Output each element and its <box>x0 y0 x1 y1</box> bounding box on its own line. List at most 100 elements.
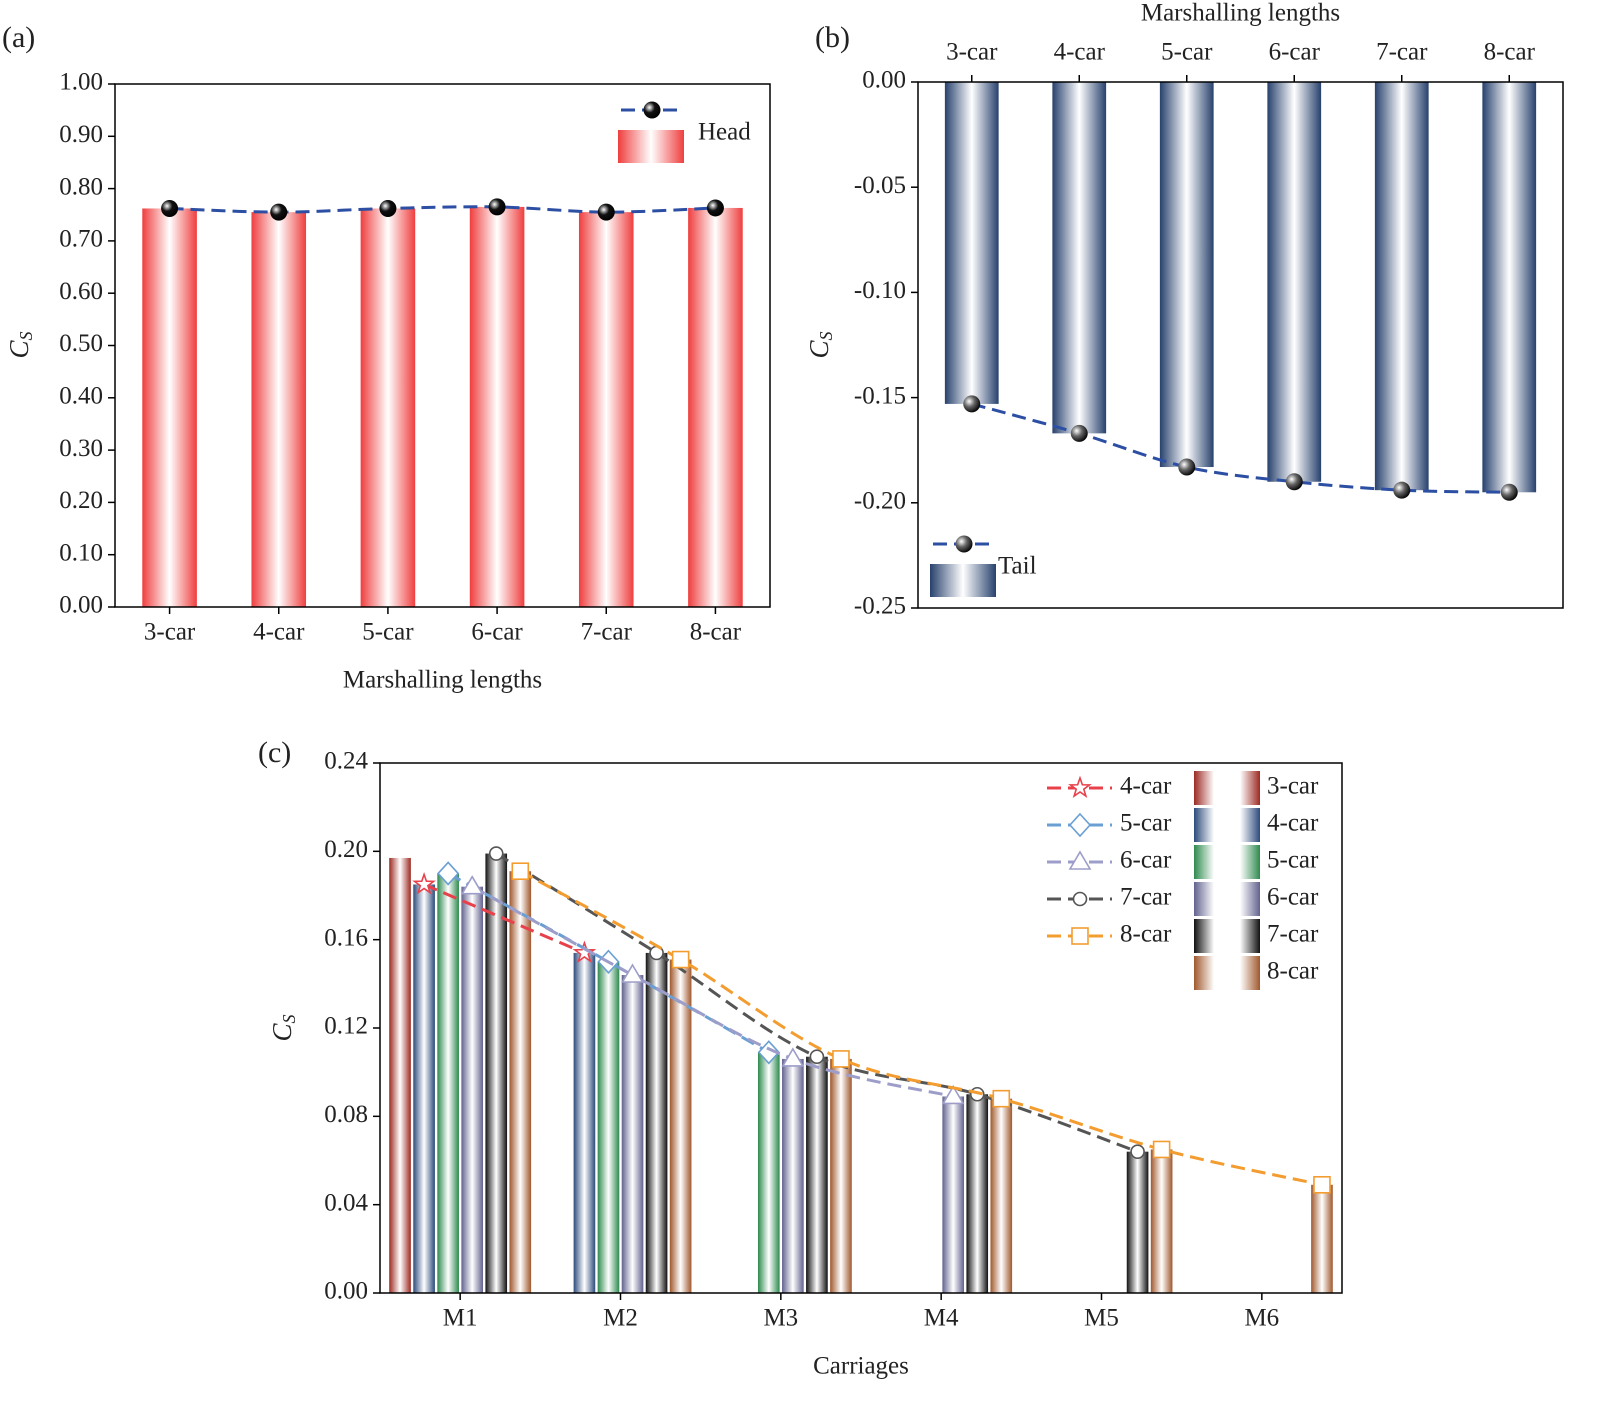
legend-patch <box>1240 771 1260 805</box>
legend-marker <box>1068 775 1092 799</box>
x-tick-label: 4-car <box>253 619 305 646</box>
y-axis-label-sub: S <box>16 331 36 340</box>
marker <box>832 1050 850 1068</box>
legend-patch <box>1194 771 1214 805</box>
y-tick-label: -0.05 <box>854 172 906 199</box>
x-tick-label: M3 <box>763 1305 798 1332</box>
y-tick-label: 0.80 <box>59 173 103 200</box>
plot-frame <box>114 83 771 608</box>
y-tick-label: -0.10 <box>854 277 906 304</box>
legend-marker <box>1072 891 1088 907</box>
bar <box>573 952 596 1293</box>
plot-frame <box>379 762 1343 1294</box>
bar <box>389 857 411 1293</box>
legend-patch <box>1194 919 1214 953</box>
y-tick-label: 0.04 <box>324 1189 368 1216</box>
y-tick-label: 0.60 <box>59 278 103 305</box>
marker <box>379 199 397 217</box>
legend-marker <box>1068 812 1092 838</box>
y-tick-label: 0.20 <box>324 836 368 863</box>
legend-label: 8-car <box>1120 921 1172 948</box>
marker <box>621 963 644 983</box>
legend-patch <box>1194 882 1214 916</box>
marker <box>597 203 615 221</box>
bar <box>1482 82 1537 493</box>
marker <box>963 395 981 413</box>
legend-label: 6-car <box>1120 847 1172 874</box>
legend-label: 8-car <box>1267 958 1319 985</box>
x-tick-label: 3-car <box>144 619 196 646</box>
y-tick-label: 0.10 <box>59 539 103 566</box>
marker <box>1070 424 1088 442</box>
bar <box>806 1056 828 1293</box>
bar <box>1159 82 1214 468</box>
legend-patch <box>1240 919 1260 953</box>
x-tick-label: 7-car <box>1376 39 1428 66</box>
bar <box>645 952 668 1293</box>
bar <box>621 975 644 1293</box>
marker <box>757 1040 780 1065</box>
y-tick-label: -0.15 <box>854 382 906 409</box>
legend-patch <box>618 130 684 163</box>
bar <box>688 207 743 608</box>
panel-label: (a) <box>2 21 35 54</box>
legend-patch <box>930 564 996 597</box>
y-axis-label: CS <box>4 331 36 358</box>
x-axis-label: Marshalling lengths <box>343 667 542 694</box>
y-tick-label: 0.00 <box>324 1278 368 1305</box>
y-tick-label: 0.30 <box>59 435 103 462</box>
x-tick-label: 5-car <box>362 619 414 646</box>
y-axis-label-main: C <box>267 1023 297 1042</box>
legend-patch <box>1194 956 1214 990</box>
bar <box>944 82 999 404</box>
y-axis-label: CS <box>804 331 836 358</box>
panel-label: (c) <box>258 736 291 769</box>
legend-patch <box>1240 882 1260 916</box>
bar <box>461 886 484 1293</box>
y-tick-label: 0.08 <box>324 1101 368 1128</box>
bar <box>1126 1151 1149 1293</box>
marker <box>1152 1140 1171 1159</box>
marker <box>706 199 724 217</box>
x-tick-label: 4-car <box>1054 39 1106 66</box>
legend-marker <box>643 101 661 119</box>
marker <box>671 950 690 969</box>
x-tick-label: M6 <box>1244 1305 1279 1332</box>
bar <box>469 206 525 607</box>
bar <box>413 884 435 1293</box>
y-tick-label: 0.12 <box>324 1013 368 1040</box>
y-tick-label: 1.00 <box>59 69 103 96</box>
legend-label: 7-car <box>1267 921 1319 948</box>
bar <box>1311 1184 1333 1293</box>
bar <box>782 1058 804 1293</box>
x-tick-label: 8-car <box>690 619 742 646</box>
bar <box>437 873 459 1293</box>
legend-label: 4-car <box>1120 773 1172 800</box>
marker <box>1313 1175 1331 1194</box>
legend-label: Head <box>698 119 751 146</box>
marker <box>437 861 460 886</box>
x-tick-label: M5 <box>1084 1305 1119 1332</box>
y-axis-label-sub: S <box>279 1014 299 1023</box>
y-tick-label: 0.16 <box>324 924 368 951</box>
x-axis-label: Carriages <box>813 1353 909 1380</box>
legend-patch <box>1240 808 1260 842</box>
legend-marker <box>1071 927 1089 945</box>
marker <box>488 198 506 216</box>
y-tick-label: 0.20 <box>59 487 103 514</box>
legend-patch <box>1240 845 1260 879</box>
y-tick-label: 0.40 <box>59 383 103 410</box>
marker <box>511 862 530 881</box>
bar <box>578 212 634 607</box>
x-tick-label: M4 <box>924 1305 959 1332</box>
marker <box>941 1084 965 1105</box>
marker <box>1285 473 1303 491</box>
bar <box>485 853 508 1293</box>
bar <box>830 1058 852 1293</box>
marker <box>270 203 288 221</box>
y-tick-label: 0.90 <box>59 121 103 148</box>
bar <box>966 1094 989 1293</box>
marker <box>412 872 436 895</box>
legend-label: 5-car <box>1267 847 1319 874</box>
